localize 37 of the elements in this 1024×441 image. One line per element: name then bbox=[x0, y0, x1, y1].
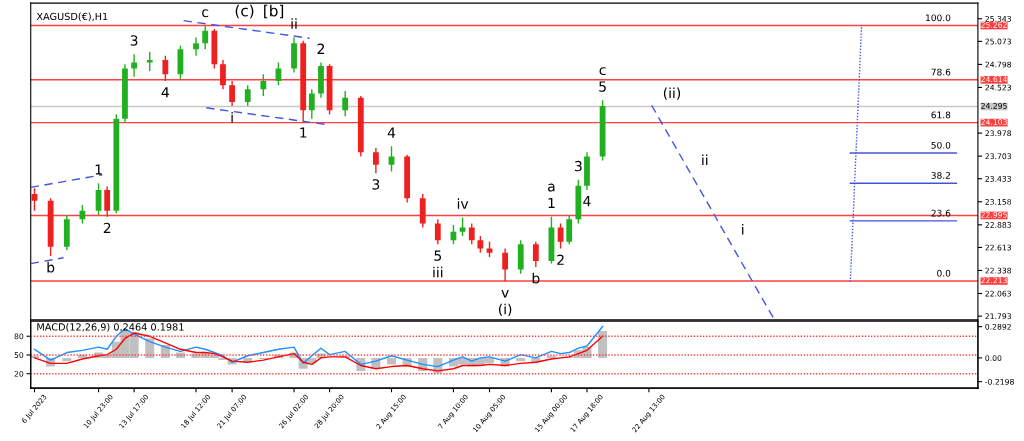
annotation: 5 bbox=[599, 81, 606, 92]
annotation: iv bbox=[457, 198, 469, 209]
annotation: 2 bbox=[103, 222, 111, 234]
annotation: (c) bbox=[235, 4, 254, 19]
annotation: 61.8 bbox=[931, 111, 951, 119]
annotation: 2 bbox=[557, 254, 564, 265]
annotation: 2 bbox=[317, 43, 324, 54]
annotation: a bbox=[548, 183, 555, 192]
annotation: 3 bbox=[372, 179, 380, 190]
annotation: 0.0 bbox=[937, 269, 951, 277]
annotation: v bbox=[501, 289, 509, 298]
annotation: ii bbox=[702, 154, 708, 166]
annotation: c bbox=[202, 9, 209, 18]
annotation: i bbox=[742, 223, 744, 235]
annotation: 78.6 bbox=[931, 68, 951, 76]
annotation: (i) bbox=[498, 303, 512, 317]
annotation: 1 bbox=[300, 127, 307, 138]
annotation: iii bbox=[433, 266, 443, 278]
annotation: 38.2 bbox=[931, 172, 951, 179]
annotation: i bbox=[231, 111, 233, 123]
text: XAGUSD(€),H1 bbox=[36, 12, 108, 22]
annotation: 1 bbox=[548, 197, 555, 209]
annotation: 23.6 bbox=[931, 209, 951, 217]
annotation: 4 bbox=[161, 87, 169, 98]
annotation: (ii) bbox=[663, 87, 681, 100]
annotation: 1 bbox=[95, 164, 102, 175]
annotation: 5 bbox=[434, 250, 442, 261]
annotation: 3 bbox=[575, 160, 582, 172]
annotation: c bbox=[599, 67, 606, 76]
annotation: 3 bbox=[130, 35, 138, 46]
annotation: 4 bbox=[583, 196, 591, 207]
annotation: [b] bbox=[264, 4, 284, 19]
annotation: 4 bbox=[387, 127, 396, 138]
annotation: 50.0 bbox=[931, 141, 951, 149]
annotation: b bbox=[47, 261, 55, 273]
annotation: 100.0 bbox=[926, 14, 951, 22]
chart-title: MACD(12,26,9) 0.2464 0.1981 bbox=[37, 323, 184, 332]
